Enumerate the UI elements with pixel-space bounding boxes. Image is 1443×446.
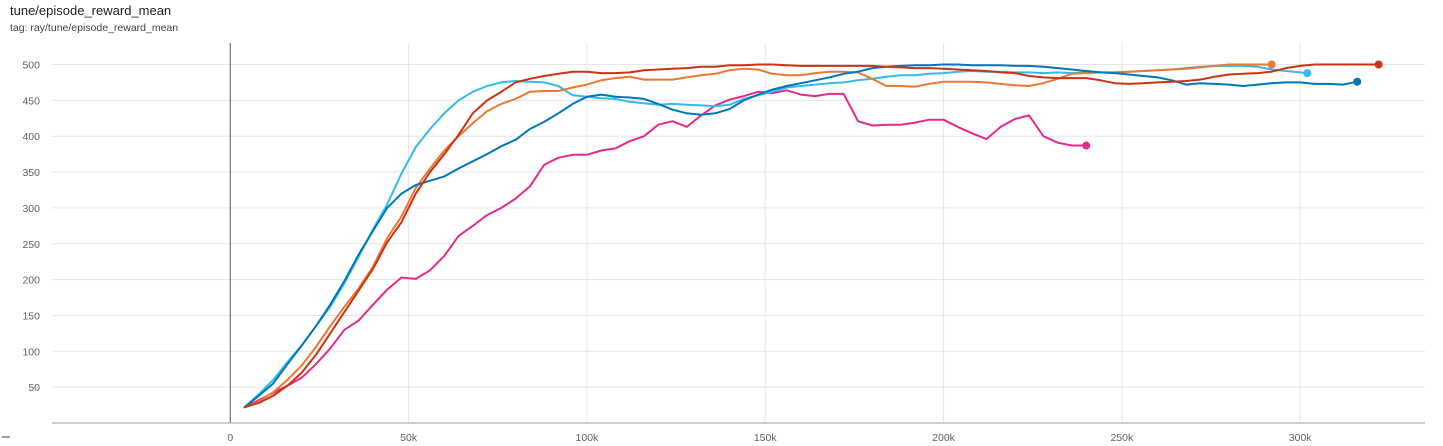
series-end-point-5 <box>1374 60 1383 69</box>
x-tick-label: 200k <box>932 432 956 444</box>
chart-tag-subtitle: tag: ray/tune/episode_reward_mean <box>10 22 179 34</box>
tick-label-layer: 50 100 150 200 250 300 350 400 450 500 0 50k 100k 150… <box>22 60 1312 444</box>
x-tick-label: 0 <box>227 432 233 444</box>
series-line-1 <box>243 89 1088 409</box>
series-end-point-2 <box>1303 69 1312 78</box>
y-tick-label: 200 <box>22 275 40 287</box>
series-end-point-3 <box>1267 60 1276 69</box>
x-tick-label: 300k <box>1289 432 1313 444</box>
y-tick-label: 250 <box>22 239 40 251</box>
y-tick-label: 150 <box>22 310 40 322</box>
y-tick-label: 300 <box>22 203 40 215</box>
y-tick-label: 100 <box>22 346 40 358</box>
toolbar-edge-icon <box>2 436 10 438</box>
y-tick-label: 50 <box>28 382 40 394</box>
series-line-3 <box>243 63 1273 409</box>
chart-title: tune/episode_reward_mean <box>10 3 172 18</box>
y-tick-label: 500 <box>22 60 40 72</box>
series-end-point-4 <box>1353 77 1362 86</box>
series-layer <box>243 60 1383 409</box>
x-tick-label: 100k <box>576 432 600 444</box>
x-tick-label: 50k <box>400 432 418 444</box>
y-tick-label: 350 <box>22 167 40 179</box>
x-tick-label: 250k <box>1110 432 1134 444</box>
series-end-point-1 <box>1082 141 1091 150</box>
series-line-2 <box>243 64 1309 409</box>
series-line-4 <box>243 63 1359 409</box>
series-line-5 <box>243 63 1380 409</box>
y-tick-label: 450 <box>22 95 40 107</box>
y-tick-label: 400 <box>22 131 40 143</box>
x-tick-label: 150k <box>754 432 778 444</box>
axis-layer <box>52 43 1425 424</box>
